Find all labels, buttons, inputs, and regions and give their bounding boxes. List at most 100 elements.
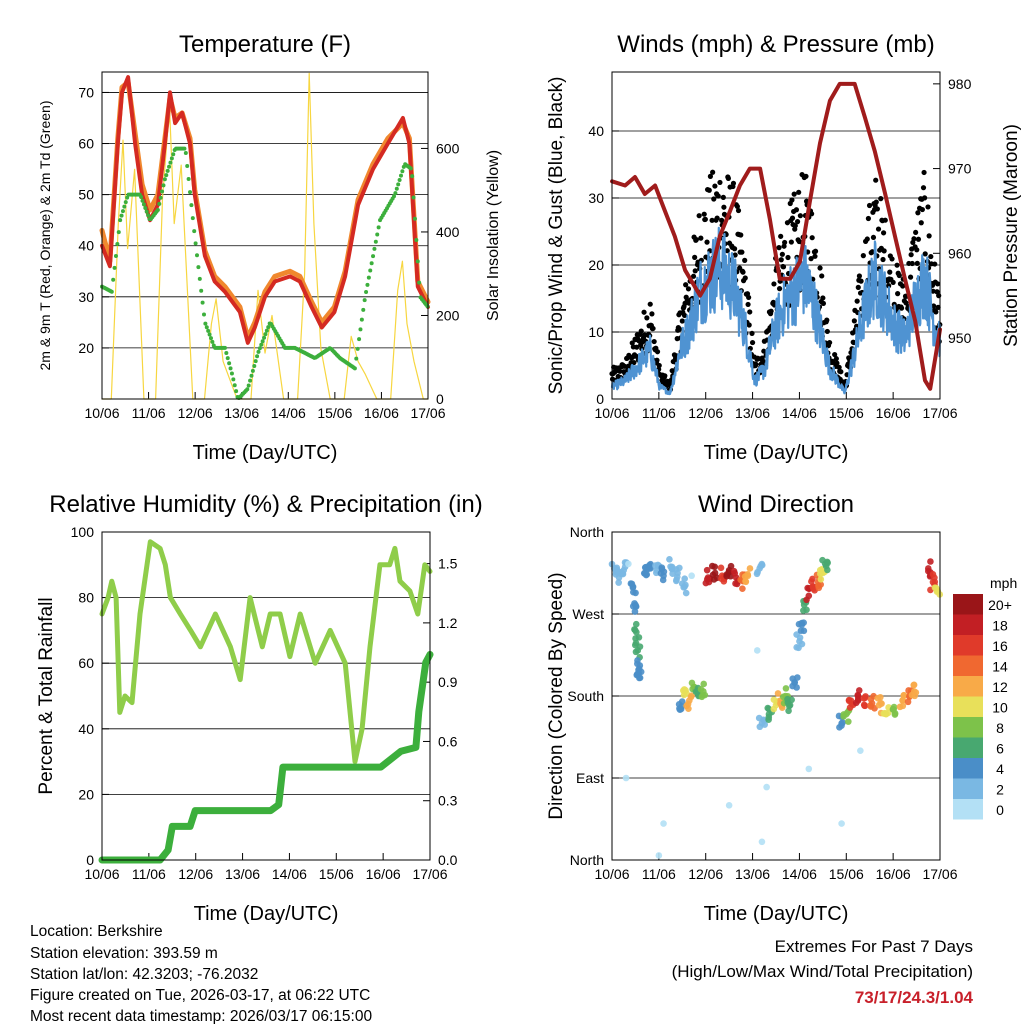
dewpoint-point	[140, 198, 145, 203]
dewpoint-point	[248, 378, 253, 383]
wind-direction-point	[800, 627, 808, 635]
wind-direction-point	[765, 713, 773, 721]
dewpoint-point	[357, 337, 362, 342]
gust-point	[921, 169, 927, 176]
dewpoint-point	[116, 230, 121, 235]
gust-point	[735, 207, 742, 214]
y-axis-label: Percent & Total Rainfall	[36, 597, 57, 794]
wind-direction-point	[805, 765, 813, 773]
info-recent: Most recent data timestamp: 2026/03/17 0…	[30, 1008, 372, 1024]
dewpoint-point	[364, 290, 369, 295]
dewpoint-point	[146, 213, 151, 218]
wind-direction-point	[718, 575, 725, 583]
gust-point	[771, 281, 777, 287]
gust-point	[740, 269, 746, 275]
gust-point	[873, 177, 879, 183]
extremes-title: Extremes For Past 7 Days	[775, 937, 973, 956]
gust-point	[794, 219, 801, 225]
gust-point	[894, 262, 900, 268]
dewpoint-point	[234, 389, 239, 394]
wind-direction-point	[931, 578, 939, 586]
dewpoint-point	[120, 209, 125, 214]
wind-direction-point	[682, 589, 690, 597]
legend-title: mph	[990, 575, 1017, 591]
wind-direction-point	[703, 566, 711, 574]
gust-point	[724, 248, 730, 254]
gust-point	[820, 295, 826, 301]
dewpoint-point	[366, 275, 371, 280]
gust-point	[742, 257, 748, 263]
y-axis-label-right: Station Pressure (Maroon)	[1001, 124, 1022, 347]
dewpoint-point	[361, 307, 366, 312]
x-tick-label: 13/06	[224, 405, 259, 421]
series-wind-speed	[610, 226, 942, 396]
dewpoint-point	[375, 232, 380, 237]
x-tick-label: 10/06	[594, 405, 629, 421]
gust-point	[710, 169, 716, 175]
gust-point	[749, 339, 756, 346]
dewpoint-point	[365, 282, 370, 287]
dewpoint-point	[197, 276, 202, 281]
gust-point	[745, 301, 751, 308]
gust-point	[651, 338, 657, 345]
gust-point	[881, 248, 887, 254]
gust-point	[824, 328, 830, 335]
y-tick-label-right: 0	[436, 391, 444, 407]
y-tick-label: 40	[78, 721, 94, 737]
wind-direction-point	[877, 699, 884, 707]
y-tick-label: South	[567, 688, 604, 704]
gust-point	[856, 273, 863, 279]
dewpoint-point	[229, 371, 234, 376]
y-axis-label: Sonic/Prop Wind & Gust (Blue, Black)	[546, 77, 567, 395]
legend-label: 0	[996, 802, 1004, 818]
chart-title: Winds (mph) & Pressure (mb)	[617, 31, 934, 58]
dewpoint-point	[206, 328, 211, 333]
wind-direction-point	[682, 581, 689, 589]
gust-point	[656, 362, 662, 369]
gust-point	[930, 288, 936, 294]
legend-label: 4	[996, 761, 1004, 777]
dewpoint-point	[118, 218, 123, 223]
wind-direction-point	[844, 709, 851, 716]
gust-point	[704, 239, 710, 245]
gust-point	[791, 191, 797, 197]
dewpoint-point	[193, 241, 198, 246]
wind-direction-point	[899, 696, 907, 704]
gust-point	[776, 286, 783, 292]
dewpoint-point	[157, 201, 162, 206]
x-axis-label: Time (Day/UTC)	[704, 903, 849, 925]
plot-frame	[101, 531, 431, 861]
dewpoint-point	[208, 336, 213, 341]
dewpoint-point	[394, 186, 399, 191]
wind-direction-point	[861, 702, 868, 710]
gust-point	[836, 364, 842, 370]
gust-point	[936, 293, 942, 299]
gust-point	[870, 234, 877, 241]
gust-point	[887, 269, 893, 275]
x-tick-label: 12/06	[688, 866, 723, 882]
x-tick-label: 10/06	[594, 866, 629, 882]
gust-point	[707, 173, 714, 179]
y-tick-label: 70	[78, 84, 94, 100]
wind-direction-point	[615, 579, 622, 586]
wind-direction-point	[742, 578, 750, 586]
gust-point	[685, 286, 692, 292]
wind-direction-point	[687, 693, 695, 701]
wind-direction-point	[867, 695, 875, 703]
wind-direction-point	[619, 570, 627, 577]
dewpoint-point	[143, 206, 148, 211]
wind-direction-point	[795, 644, 802, 652]
gust-point	[788, 239, 794, 245]
x-tick-label: 17/06	[922, 866, 957, 882]
gust-point	[793, 207, 800, 213]
gust-point	[721, 204, 727, 210]
wind-direction-point	[634, 671, 641, 678]
wind-direction-point	[874, 694, 882, 702]
gust-point	[913, 229, 919, 236]
wind-direction-point	[860, 694, 868, 702]
gust-point	[734, 203, 740, 210]
y-tick-label: 20	[78, 786, 94, 802]
y-tick-label: East	[576, 770, 604, 786]
dewpoint-point	[189, 203, 194, 208]
